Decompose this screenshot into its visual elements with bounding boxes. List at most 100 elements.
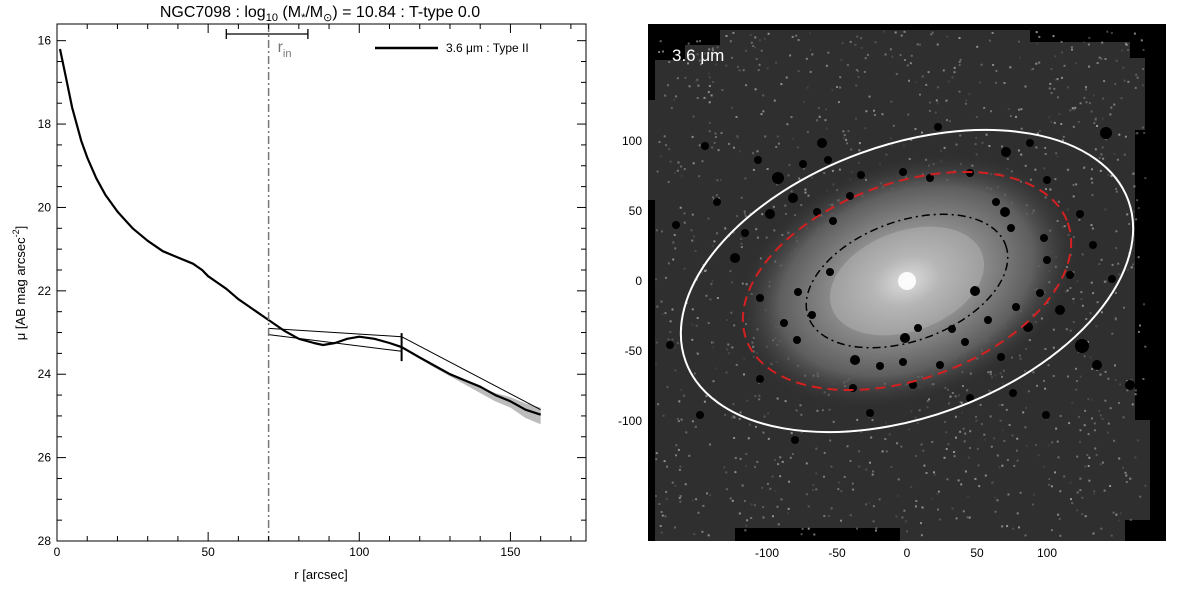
noise-pixel: [711, 341, 714, 344]
noise-pixel: [1044, 387, 1047, 390]
noise-pixel: [922, 449, 925, 452]
noise-pixel: [1034, 168, 1037, 171]
noise-pixel: [1093, 429, 1096, 432]
noise-pixel: [1061, 139, 1064, 142]
noise-pixel: [799, 404, 802, 407]
masked-star: [1092, 360, 1102, 370]
masked-star: [899, 168, 907, 176]
masked-star: [1076, 210, 1084, 218]
noise-pixel: [909, 62, 912, 65]
noise-pixel: [716, 297, 719, 299]
noise-pixel: [809, 48, 812, 51]
noise-pixel: [1069, 329, 1072, 332]
noise-pixel: [897, 478, 900, 481]
noise-pixel: [662, 50, 664, 53]
noise-pixel: [683, 267, 686, 270]
masked-star: [788, 193, 798, 203]
noise-pixel: [872, 520, 875, 523]
noise-pixel: [969, 430, 972, 433]
noise-pixel: [1024, 164, 1027, 167]
noise-pixel: [732, 403, 735, 406]
noise-pixel: [856, 527, 859, 530]
noise-pixel: [823, 451, 826, 454]
noise-pixel: [1136, 132, 1139, 135]
image-y-tick-label: -100: [618, 414, 642, 428]
noise-pixel: [744, 177, 747, 180]
noise-pixel: [691, 338, 694, 341]
noise-pixel: [885, 421, 888, 424]
noise-pixel: [894, 31, 897, 34]
noise-pixel: [709, 443, 711, 446]
noise-pixel: [958, 37, 961, 39]
noise-pixel: [1134, 389, 1137, 392]
noise-pixel: [975, 115, 978, 118]
noise-pixel: [1001, 382, 1004, 385]
noise-pixel: [937, 508, 939, 511]
noise-pixel: [757, 69, 760, 72]
noise-pixel: [753, 504, 756, 507]
noise-pixel: [1089, 312, 1092, 315]
noise-pixel: [1044, 348, 1047, 350]
noise-pixel: [1100, 527, 1103, 530]
masked-star: [936, 361, 944, 369]
noise-pixel: [743, 212, 746, 215]
noise-pixel: [980, 63, 983, 66]
noise-pixel: [920, 443, 923, 446]
masked-star: [817, 138, 827, 148]
noise-pixel: [805, 493, 808, 496]
noise-pixel: [845, 138, 848, 141]
noise-pixel: [661, 230, 663, 233]
noise-pixel: [1122, 66, 1125, 69]
noise-pixel: [947, 443, 950, 446]
noise-pixel: [678, 400, 681, 403]
noise-pixel: [1115, 190, 1118, 193]
noise-pixel: [697, 84, 700, 87]
noise-pixel: [809, 32, 812, 35]
noise-pixel: [1109, 485, 1112, 487]
noise-pixel: [776, 135, 779, 138]
noise-pixel: [1006, 158, 1009, 160]
noise-pixel: [916, 422, 919, 425]
noise-pixel: [873, 109, 875, 112]
noise-pixel: [927, 71, 930, 74]
noise-pixel: [815, 472, 818, 475]
noise-pixel: [1019, 357, 1022, 360]
y-tick-label: 26: [38, 451, 52, 465]
noise-pixel: [789, 54, 792, 57]
noise-pixel: [750, 517, 753, 519]
r-in-label-main: r: [278, 39, 284, 56]
noise-pixel: [731, 281, 733, 284]
noise-pixel: [1091, 227, 1094, 230]
masked-star: [934, 123, 942, 131]
noise-pixel: [667, 262, 670, 265]
noise-pixel: [765, 236, 768, 239]
noise-pixel: [966, 389, 969, 392]
noise-pixel: [966, 516, 969, 519]
noise-pixel: [684, 76, 687, 79]
noise-pixel: [720, 178, 722, 181]
noise-pixel: [1036, 132, 1039, 135]
noise-pixel: [904, 520, 907, 523]
noise-pixel: [908, 79, 910, 82]
masked-star: [997, 353, 1005, 361]
noise-pixel: [805, 57, 808, 60]
noise-pixel: [1115, 187, 1117, 190]
noise-pixel: [756, 460, 759, 463]
noise-pixel: [693, 235, 696, 238]
noise-pixel: [674, 247, 677, 250]
noise-pixel: [1067, 169, 1070, 171]
noise-pixel: [1101, 117, 1104, 120]
noise-pixel: [1044, 146, 1047, 149]
noise-pixel: [664, 312, 667, 315]
image-y-tick-label: 50: [629, 204, 643, 218]
noise-pixel: [910, 54, 913, 57]
noise-pixel: [666, 84, 669, 87]
noise-pixel: [801, 528, 804, 530]
noise-pixel: [958, 64, 961, 66]
noise-pixel: [1070, 46, 1073, 49]
noise-pixel: [760, 113, 763, 116]
noise-pixel: [710, 94, 713, 97]
noise-pixel: [693, 372, 696, 375]
noise-pixel: [1113, 153, 1116, 155]
noise-pixel: [1052, 35, 1055, 38]
